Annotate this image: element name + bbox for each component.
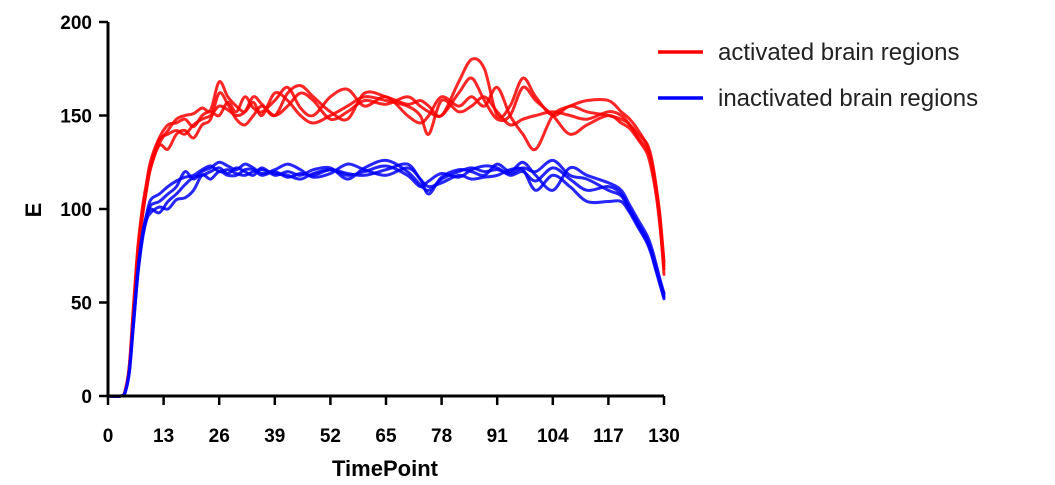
series-line-5 (106, 164, 666, 398)
x-axis-title: TimePoint (332, 456, 439, 481)
x-tick-label: 78 (431, 426, 452, 447)
y-tick-label: 100 (60, 200, 92, 221)
y-tick-label: 0 (81, 387, 92, 408)
y-axis-title: E (21, 203, 46, 218)
legend: activated brain regions inactivated brain… (658, 39, 978, 112)
x-tick-label: 26 (209, 426, 230, 447)
series-line-7 (106, 158, 666, 398)
axes (106, 22, 664, 398)
x-tick-label: 0 (103, 426, 114, 447)
legend-label-2: inactivated brain regions (718, 85, 978, 112)
x-tick-label: 13 (153, 426, 174, 447)
ticks: 0 13 26 39 52 65 78 91 104 117 130 0 50 100 150 200 (60, 13, 680, 447)
legend-label-1: activated brain regions (718, 39, 959, 66)
series-line-3 (106, 85, 666, 398)
x-tick-label: 65 (375, 426, 397, 447)
y-tick-label: 50 (71, 294, 92, 315)
x-tick-label: 117 (593, 426, 624, 447)
x-tick-label: 39 (264, 426, 285, 447)
x-tick-label: 91 (487, 426, 509, 447)
series-line-4 (106, 76, 666, 398)
x-tick-label: 130 (648, 426, 680, 447)
series-line-6 (106, 160, 666, 398)
x-tick-label: 104 (537, 426, 569, 447)
x-tick-label: 52 (320, 426, 341, 447)
series-line-2 (106, 57, 666, 398)
y-tick-label: 200 (60, 13, 92, 34)
y-tick-label: 150 (60, 107, 92, 128)
series-lines (106, 57, 666, 398)
series-line-8 (106, 162, 666, 398)
